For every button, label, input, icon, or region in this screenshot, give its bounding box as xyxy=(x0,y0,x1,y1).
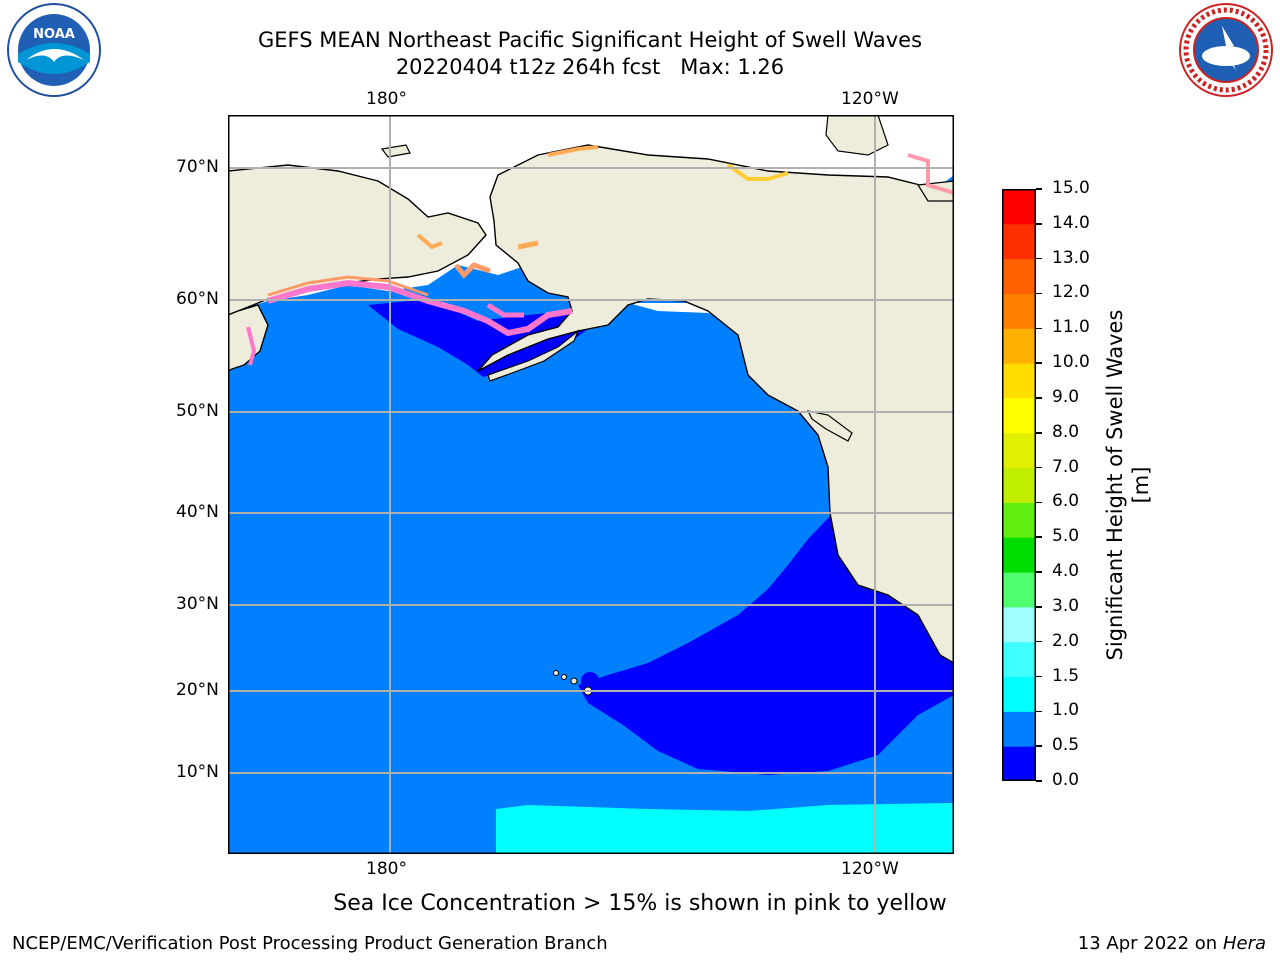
colorbar-swatch xyxy=(1002,467,1036,503)
colorbar-swatch xyxy=(1002,258,1036,294)
colorbar-tick-mark xyxy=(1036,780,1042,782)
lat-label-10n: 10°N xyxy=(176,762,219,782)
colorbar-swatch xyxy=(1002,537,1036,573)
footer-host: Hera xyxy=(1222,933,1266,954)
colorbar-swatch xyxy=(1002,189,1036,225)
colorbar-swatch xyxy=(1002,572,1036,608)
colorbar-tick-label: 1.0 xyxy=(1052,700,1080,721)
colorbar-tick-mark xyxy=(1036,292,1042,295)
noaa-logo-icon: NOAA xyxy=(4,2,104,106)
colorbar-tick-mark xyxy=(1036,188,1042,190)
colorbar-tick-mark xyxy=(1036,327,1042,330)
colorbar-tick-label: 8.0 xyxy=(1052,421,1080,442)
colorbar-tick-mark xyxy=(1036,640,1042,643)
colorbar-tick-label: 10.0 xyxy=(1052,352,1090,373)
lat-label-70n: 70°N xyxy=(176,157,219,177)
map-subtitle: 20220404 t12z 264h fcst Max: 1.26 xyxy=(395,55,785,79)
colorbar-swatch xyxy=(1002,676,1036,712)
colorbar-swatch xyxy=(1002,328,1036,364)
colorbar-tick-mark xyxy=(1036,223,1042,225)
colorbar-swatch xyxy=(1002,432,1036,469)
sea-ice-note: Sea Ice Concentration > 15% is shown in … xyxy=(333,891,947,916)
colorbar-tick-label: 9.0 xyxy=(1052,386,1080,407)
colorbar-tick-label: 3.0 xyxy=(1052,595,1080,616)
colorbar-tick-label: 5.0 xyxy=(1052,526,1080,547)
lat-label-20n: 20°N xyxy=(176,680,219,700)
swell-map xyxy=(228,115,954,854)
footer-credit: NCEP/EMC/Verification Post Processing Pr… xyxy=(12,933,608,954)
lat-label-40n: 40°N xyxy=(176,502,219,522)
colorbar-tick-mark xyxy=(1036,362,1042,364)
colorbar-tick-mark xyxy=(1036,397,1042,399)
colorbar-swatch xyxy=(1002,641,1036,678)
colorbar-tick-label: 11.0 xyxy=(1052,317,1090,338)
colorbar-tick-label: 0.5 xyxy=(1052,735,1080,756)
colorbar-tick-label: 0.0 xyxy=(1052,770,1080,790)
lat-label-30n: 30°N xyxy=(176,594,219,614)
colorbar-tick-label: 15.0 xyxy=(1052,178,1090,198)
colorbar-tick-mark xyxy=(1036,675,1042,678)
lat-label-60n: 60°N xyxy=(176,289,219,309)
colorbar-tick-label: 6.0 xyxy=(1052,491,1080,512)
colorbar-tick-label: 1.5 xyxy=(1052,665,1080,686)
northern-low-swell xyxy=(368,299,588,377)
colorbar-swatch xyxy=(1002,746,1036,781)
colorbar-tick-mark xyxy=(1036,466,1042,469)
footer-date: 13 Apr 2022 on Hera xyxy=(1078,933,1266,954)
map-frame xyxy=(228,115,954,854)
nws-logo-icon xyxy=(1176,2,1276,106)
colorbar-swatch xyxy=(1002,502,1036,538)
colorbar-swatch xyxy=(1002,223,1036,260)
colorbar-tick-mark xyxy=(1036,710,1042,713)
colorbar-tick-label: 14.0 xyxy=(1052,212,1090,233)
colorbar xyxy=(1002,189,1036,781)
colorbar-tick-label: 4.0 xyxy=(1052,561,1080,582)
colorbar-tick-mark xyxy=(1036,501,1042,504)
colorbar-tick-mark xyxy=(1036,571,1042,573)
land-north-america xyxy=(477,144,954,664)
lon-label-bottom-180: 180° xyxy=(366,859,407,879)
graticule xyxy=(228,115,954,854)
colorbar-swatch xyxy=(1002,293,1036,329)
map-title: GEFS MEAN Northeast Pacific Significant … xyxy=(257,28,923,52)
cyan-swell-band xyxy=(496,803,954,854)
colorbar-tick-label: 2.0 xyxy=(1052,630,1080,651)
lon-label-top-180: 180° xyxy=(366,89,407,109)
colorbar-tick-mark xyxy=(1036,257,1042,260)
lon-label-top-120w: 120°W xyxy=(841,89,899,109)
colorbar-tick-label: 12.0 xyxy=(1052,282,1090,303)
lon-label-bottom-120w: 120°W xyxy=(841,859,899,879)
colorbar-tick-label: 7.0 xyxy=(1052,456,1080,477)
colorbar-swatch xyxy=(1002,606,1036,643)
svg-text:NOAA: NOAA xyxy=(33,27,75,42)
lat-label-50n: 50°N xyxy=(176,401,219,421)
footer-date-text: 13 Apr 2022 on xyxy=(1077,933,1223,954)
colorbar-tick-mark xyxy=(1036,606,1042,608)
colorbar-title: Significant Height of Swell Waves [m] xyxy=(1103,309,1153,661)
colorbar-swatch xyxy=(1002,711,1036,747)
colorbar-swatch xyxy=(1002,363,1036,399)
colorbar-swatch xyxy=(1002,397,1036,434)
sea-ice-edge xyxy=(246,145,954,366)
colorbar-tick-mark xyxy=(1036,536,1042,538)
colorbar-tick-mark xyxy=(1036,745,1042,747)
colorbar-tick-mark xyxy=(1036,432,1042,434)
colorbar-tick-label: 13.0 xyxy=(1052,247,1090,268)
